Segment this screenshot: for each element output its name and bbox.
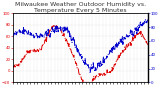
Title: Milwaukee Weather Outdoor Humidity vs. Temperature Every 5 Minutes: Milwaukee Weather Outdoor Humidity vs. T… (15, 2, 146, 13)
